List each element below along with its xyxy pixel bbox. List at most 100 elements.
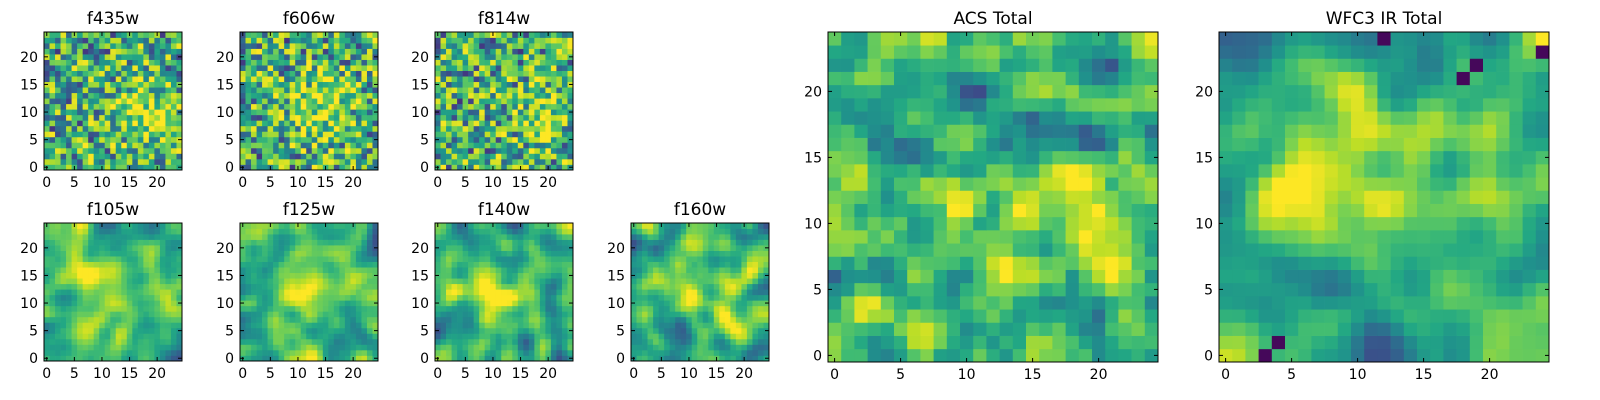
heatmap-cell	[99, 228, 106, 235]
heatmap-cell	[708, 267, 715, 274]
heatmap-cell	[490, 92, 497, 99]
heatmap-cell	[372, 223, 379, 229]
heatmap-cell	[295, 228, 302, 235]
heatmap-cell	[501, 65, 508, 71]
heatmap-cell	[99, 239, 106, 246]
heatmap-cell	[680, 327, 687, 334]
heatmap-cell	[104, 120, 111, 127]
heatmap-cell	[517, 142, 524, 149]
heatmap-cell	[344, 223, 351, 229]
heatmap-cell	[93, 239, 100, 246]
heatmap-cell	[550, 98, 557, 105]
heatmap-cell	[440, 250, 447, 257]
heatmap-cell	[273, 32, 279, 38]
heatmap-cell	[251, 37, 257, 44]
heatmap-cell	[300, 65, 307, 71]
heatmap-cell	[49, 65, 56, 71]
heatmap-cell	[344, 305, 351, 312]
heatmap-cell	[763, 311, 770, 318]
heatmap-cell	[126, 289, 133, 296]
heatmap-cell	[517, 120, 524, 127]
heatmap-cell	[517, 59, 524, 66]
heatmap-cell	[973, 216, 987, 231]
heatmap-cell	[355, 256, 362, 262]
heatmap-cell	[143, 81, 150, 88]
heatmap-cell	[669, 283, 676, 290]
heatmap-cell	[322, 147, 329, 154]
heatmap-cell	[148, 311, 155, 318]
heatmap-cell	[284, 48, 291, 55]
heatmap-cell	[880, 150, 895, 165]
heatmap-cell	[66, 81, 72, 88]
heatmap-cell	[828, 164, 842, 178]
heatmap-cell	[435, 98, 441, 105]
heatmap-cell	[295, 147, 302, 154]
heatmap-cell	[93, 234, 100, 240]
heatmap-cell	[170, 305, 177, 312]
heatmap-cell	[311, 272, 318, 279]
heatmap-cell	[528, 125, 535, 132]
heatmap-cell	[311, 120, 318, 127]
heatmap-cell	[545, 228, 552, 235]
heatmap-cell	[730, 327, 737, 334]
heatmap-cell	[1078, 177, 1093, 191]
heatmap-cell	[165, 300, 172, 307]
heatmap-cell	[55, 92, 61, 99]
heatmap-cell	[77, 355, 83, 362]
heatmap-cell	[143, 300, 150, 307]
heatmap-cell	[176, 76, 183, 83]
heatmap-cell	[523, 70, 530, 77]
heatmap-cell	[154, 81, 161, 88]
heatmap-cell	[328, 76, 335, 83]
heatmap-cell	[763, 239, 770, 246]
heatmap-cell	[567, 234, 574, 240]
heatmap-cell	[126, 92, 133, 99]
heatmap-cell	[311, 239, 318, 246]
heatmap-cell	[273, 92, 279, 99]
heatmap-cell	[322, 59, 329, 66]
heatmap-cell	[317, 294, 324, 301]
heatmap-cell	[675, 272, 682, 279]
heatmap-cell	[539, 37, 546, 44]
y-tick-label: 15	[20, 77, 38, 93]
heatmap-cell	[828, 348, 842, 363]
heatmap-cell	[752, 228, 759, 235]
heatmap-cell	[512, 37, 519, 44]
heatmap-cell	[517, 333, 524, 340]
heatmap-cell	[66, 327, 72, 334]
heatmap-cell	[328, 70, 335, 77]
heatmap-cell	[1052, 203, 1066, 218]
heatmap-cell	[251, 59, 257, 66]
heatmap-cell	[462, 158, 469, 165]
heatmap-cell	[506, 59, 513, 66]
heatmap-cell	[366, 283, 373, 290]
heatmap-cell	[501, 311, 508, 318]
heatmap-cell	[960, 177, 974, 191]
heatmap-cell	[484, 43, 491, 49]
heatmap-cell	[647, 289, 654, 296]
heatmap-cell	[462, 153, 469, 160]
heatmap-cell	[137, 261, 144, 268]
heatmap-cell	[506, 294, 513, 301]
heatmap-cell	[457, 322, 463, 329]
heatmap-cell	[322, 87, 329, 94]
heatmap-cell	[55, 278, 61, 285]
heatmap-cell	[71, 256, 78, 262]
heatmap-cell	[561, 250, 568, 257]
heatmap-cell	[137, 234, 144, 240]
heatmap-cell	[110, 32, 117, 38]
heatmap-cell	[517, 289, 524, 296]
heatmap-cell	[44, 250, 50, 257]
heatmap-cell	[763, 256, 770, 262]
heatmap-cell	[77, 120, 83, 127]
heatmap-cell	[636, 278, 643, 285]
heatmap-cell	[752, 278, 759, 285]
heatmap-cell	[479, 234, 486, 240]
heatmap-cell	[631, 256, 637, 262]
heatmap-cell	[143, 349, 150, 356]
heatmap-cell	[713, 338, 720, 345]
heatmap-cell	[479, 37, 486, 44]
heatmap-cell	[143, 125, 150, 132]
heatmap-cell	[148, 32, 155, 38]
heatmap-cell	[170, 136, 177, 143]
